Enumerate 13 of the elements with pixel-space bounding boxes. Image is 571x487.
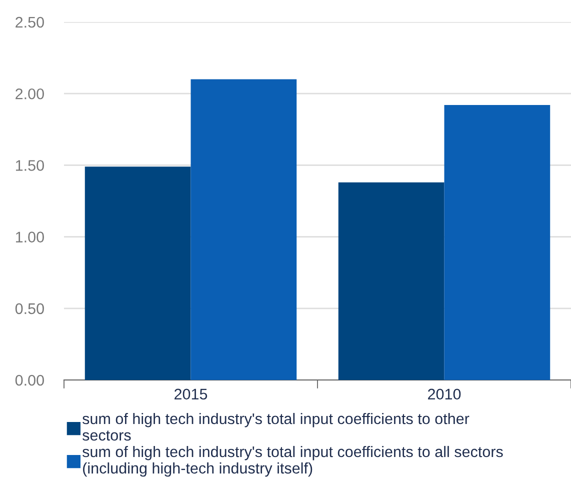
legend-label: sum of high tech industry's total input coefficients to all sectors (including high-tech industry itself) xyxy=(82,446,503,477)
y-tick-label: 1.00 xyxy=(16,232,44,242)
bar xyxy=(338,182,444,380)
y-tick-label: 2.50 xyxy=(16,16,44,28)
bar xyxy=(190,79,297,380)
x-tick-label: 2010 xyxy=(428,388,461,400)
y-tick-label: 0.50 xyxy=(15,303,44,314)
y-tick-label: 0.00 xyxy=(15,374,44,386)
x-tick-label: 2015 xyxy=(174,388,208,400)
bar xyxy=(84,166,191,380)
y-tick-label: 1.50 xyxy=(16,160,44,171)
bar xyxy=(444,105,550,380)
y-tick-label: 2.00 xyxy=(16,88,44,100)
